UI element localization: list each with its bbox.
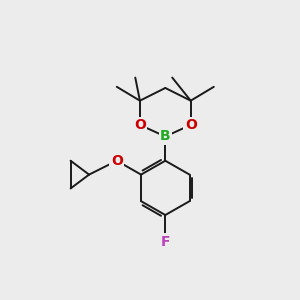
Text: O: O	[111, 154, 123, 168]
Text: B: B	[160, 130, 171, 143]
Text: F: F	[160, 235, 170, 249]
Text: O: O	[134, 118, 146, 132]
Text: O: O	[185, 118, 197, 132]
